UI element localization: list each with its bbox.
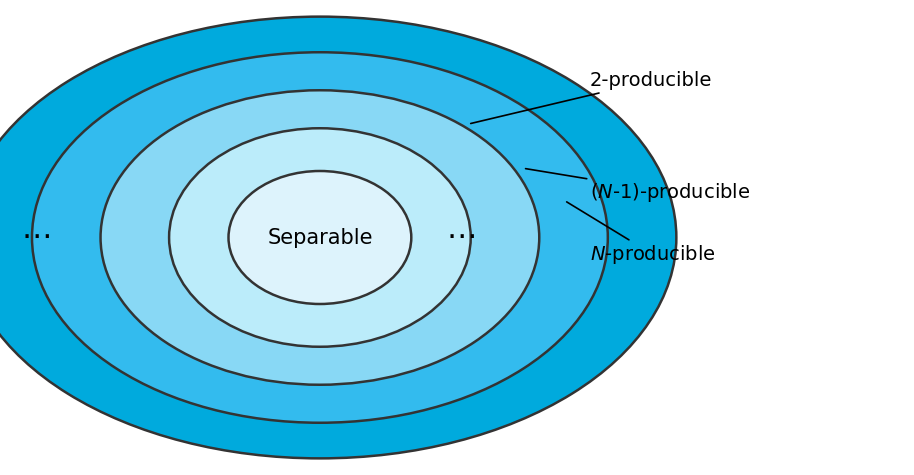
Ellipse shape (32, 52, 608, 423)
Text: $(\mathit{N}$-$1)$-producible: $(\mathit{N}$-$1)$-producible (526, 169, 749, 204)
Text: ⋯: ⋯ (446, 223, 477, 252)
Ellipse shape (169, 128, 471, 347)
Text: ⋯: ⋯ (21, 223, 52, 252)
Text: Separable: Separable (267, 228, 373, 247)
Ellipse shape (228, 171, 411, 304)
Ellipse shape (0, 17, 676, 458)
Text: $\mathit{N}$-producible: $\mathit{N}$-producible (567, 202, 715, 266)
Ellipse shape (101, 90, 539, 385)
Text: 2-producible: 2-producible (471, 71, 712, 124)
